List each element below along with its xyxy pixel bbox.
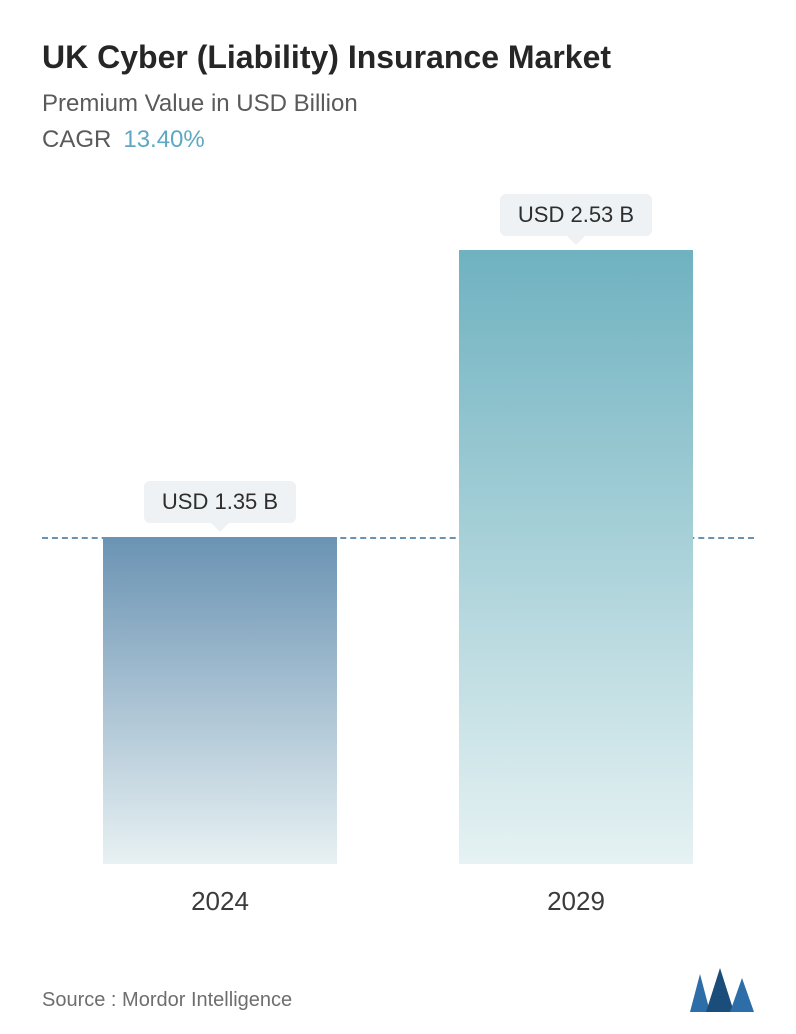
chart-plot: USD 1.35 B USD 2.53 B: [42, 184, 754, 864]
cagr-row: CAGR 13.40%: [42, 126, 754, 154]
x-tick-label: 2024: [103, 886, 337, 917]
bar-value-label: USD 2.53 B: [500, 194, 652, 236]
bar-group: USD 2.53 B: [459, 250, 693, 864]
bar: [103, 537, 337, 865]
x-tick-label: 2029: [459, 886, 693, 917]
mordor-logo-icon: [690, 968, 754, 1012]
bar-group: USD 1.35 B: [103, 537, 337, 865]
x-axis: 2024 2029: [42, 886, 754, 917]
chart-area: USD 1.35 B USD 2.53 B 2024 2029: [42, 184, 754, 1034]
cagr-label: CAGR: [42, 126, 111, 153]
bar: [459, 250, 693, 864]
chart-footer: Source : Mordor Intelligence: [42, 968, 754, 1012]
bar-value-label: USD 1.35 B: [144, 481, 296, 523]
chart-title: UK Cyber (Liability) Insurance Market: [42, 38, 754, 76]
bars-container: USD 1.35 B USD 2.53 B: [42, 184, 754, 864]
chart-subtitle: Premium Value in USD Billion: [42, 90, 754, 118]
source-text: Source : Mordor Intelligence: [42, 989, 292, 1012]
cagr-value: 13.40%: [123, 126, 204, 153]
